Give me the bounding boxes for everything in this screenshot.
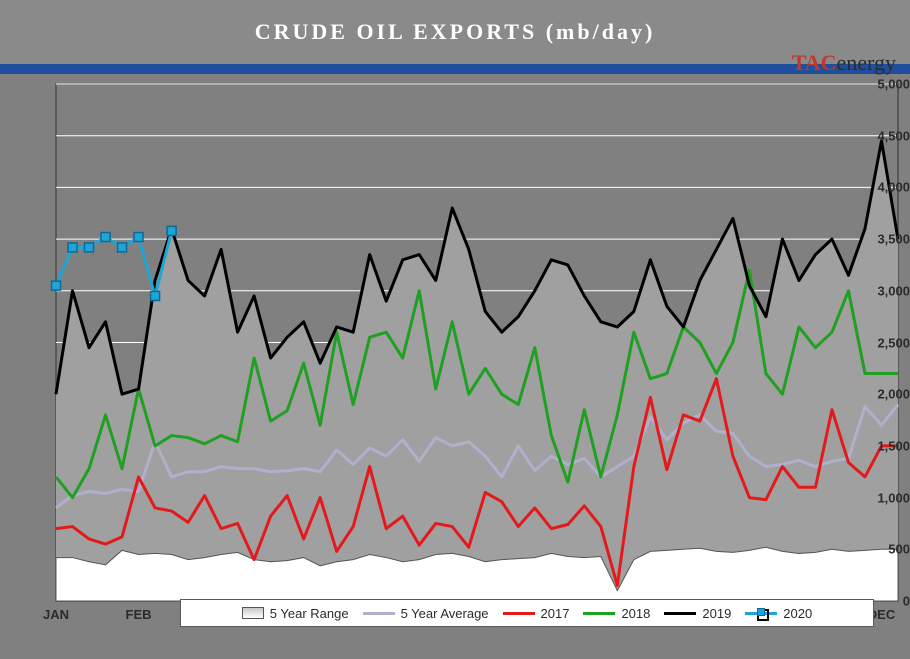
y-tick-label: 2,500 <box>860 335 910 350</box>
legend-swatch <box>583 612 615 615</box>
y-tick-label: 500 <box>860 542 910 557</box>
legend-label: 2017 <box>541 606 570 621</box>
legend-label: 2019 <box>702 606 731 621</box>
header-stripe <box>0 64 910 74</box>
legend-item-y2018: 2018 <box>583 606 650 621</box>
legend-item-range: 5 Year Range <box>242 606 349 621</box>
y-tick-label: 1,500 <box>860 438 910 453</box>
chart-header: CRUDE OIL EXPORTS (mb/day) <box>0 0 910 64</box>
legend-label: 5 Year Average <box>401 606 489 621</box>
legend-swatch <box>745 612 777 615</box>
legend-item-avg: 5 Year Average <box>363 606 489 621</box>
legend-item-y2019: 2019 <box>664 606 731 621</box>
y-tick-label: 3,000 <box>860 283 910 298</box>
x-tick-label: FEB <box>126 607 152 622</box>
y-tick-label: 1,000 <box>860 490 910 505</box>
y-tick-label: 2,000 <box>860 387 910 402</box>
legend: 5 Year Range 5 Year Average 2017 2018 2019 20… <box>180 599 874 627</box>
legend-swatch <box>503 612 535 615</box>
chart-plot <box>0 78 910 659</box>
brand-black: energy <box>837 50 896 75</box>
y-tick-label: 4,500 <box>860 128 910 143</box>
brand-red: TAC <box>792 50 837 75</box>
y-tick-label: 4,000 <box>860 180 910 195</box>
legend-swatch <box>242 607 264 619</box>
legend-label: 2020 <box>783 606 812 621</box>
y-tick-label: 3,500 <box>860 232 910 247</box>
legend-label: 5 Year Range <box>270 606 349 621</box>
x-tick-label: JAN <box>43 607 69 622</box>
legend-swatch <box>363 612 395 615</box>
legend-swatch <box>664 612 696 615</box>
chart-title: CRUDE OIL EXPORTS (mb/day) <box>255 19 656 45</box>
legend-label: 2018 <box>621 606 650 621</box>
legend-item-y2020: 2020 <box>745 606 812 621</box>
legend-item-y2017: 2017 <box>503 606 570 621</box>
brand-logo: TACenergy <box>792 50 896 76</box>
y-tick-label: 5,000 <box>860 77 910 92</box>
